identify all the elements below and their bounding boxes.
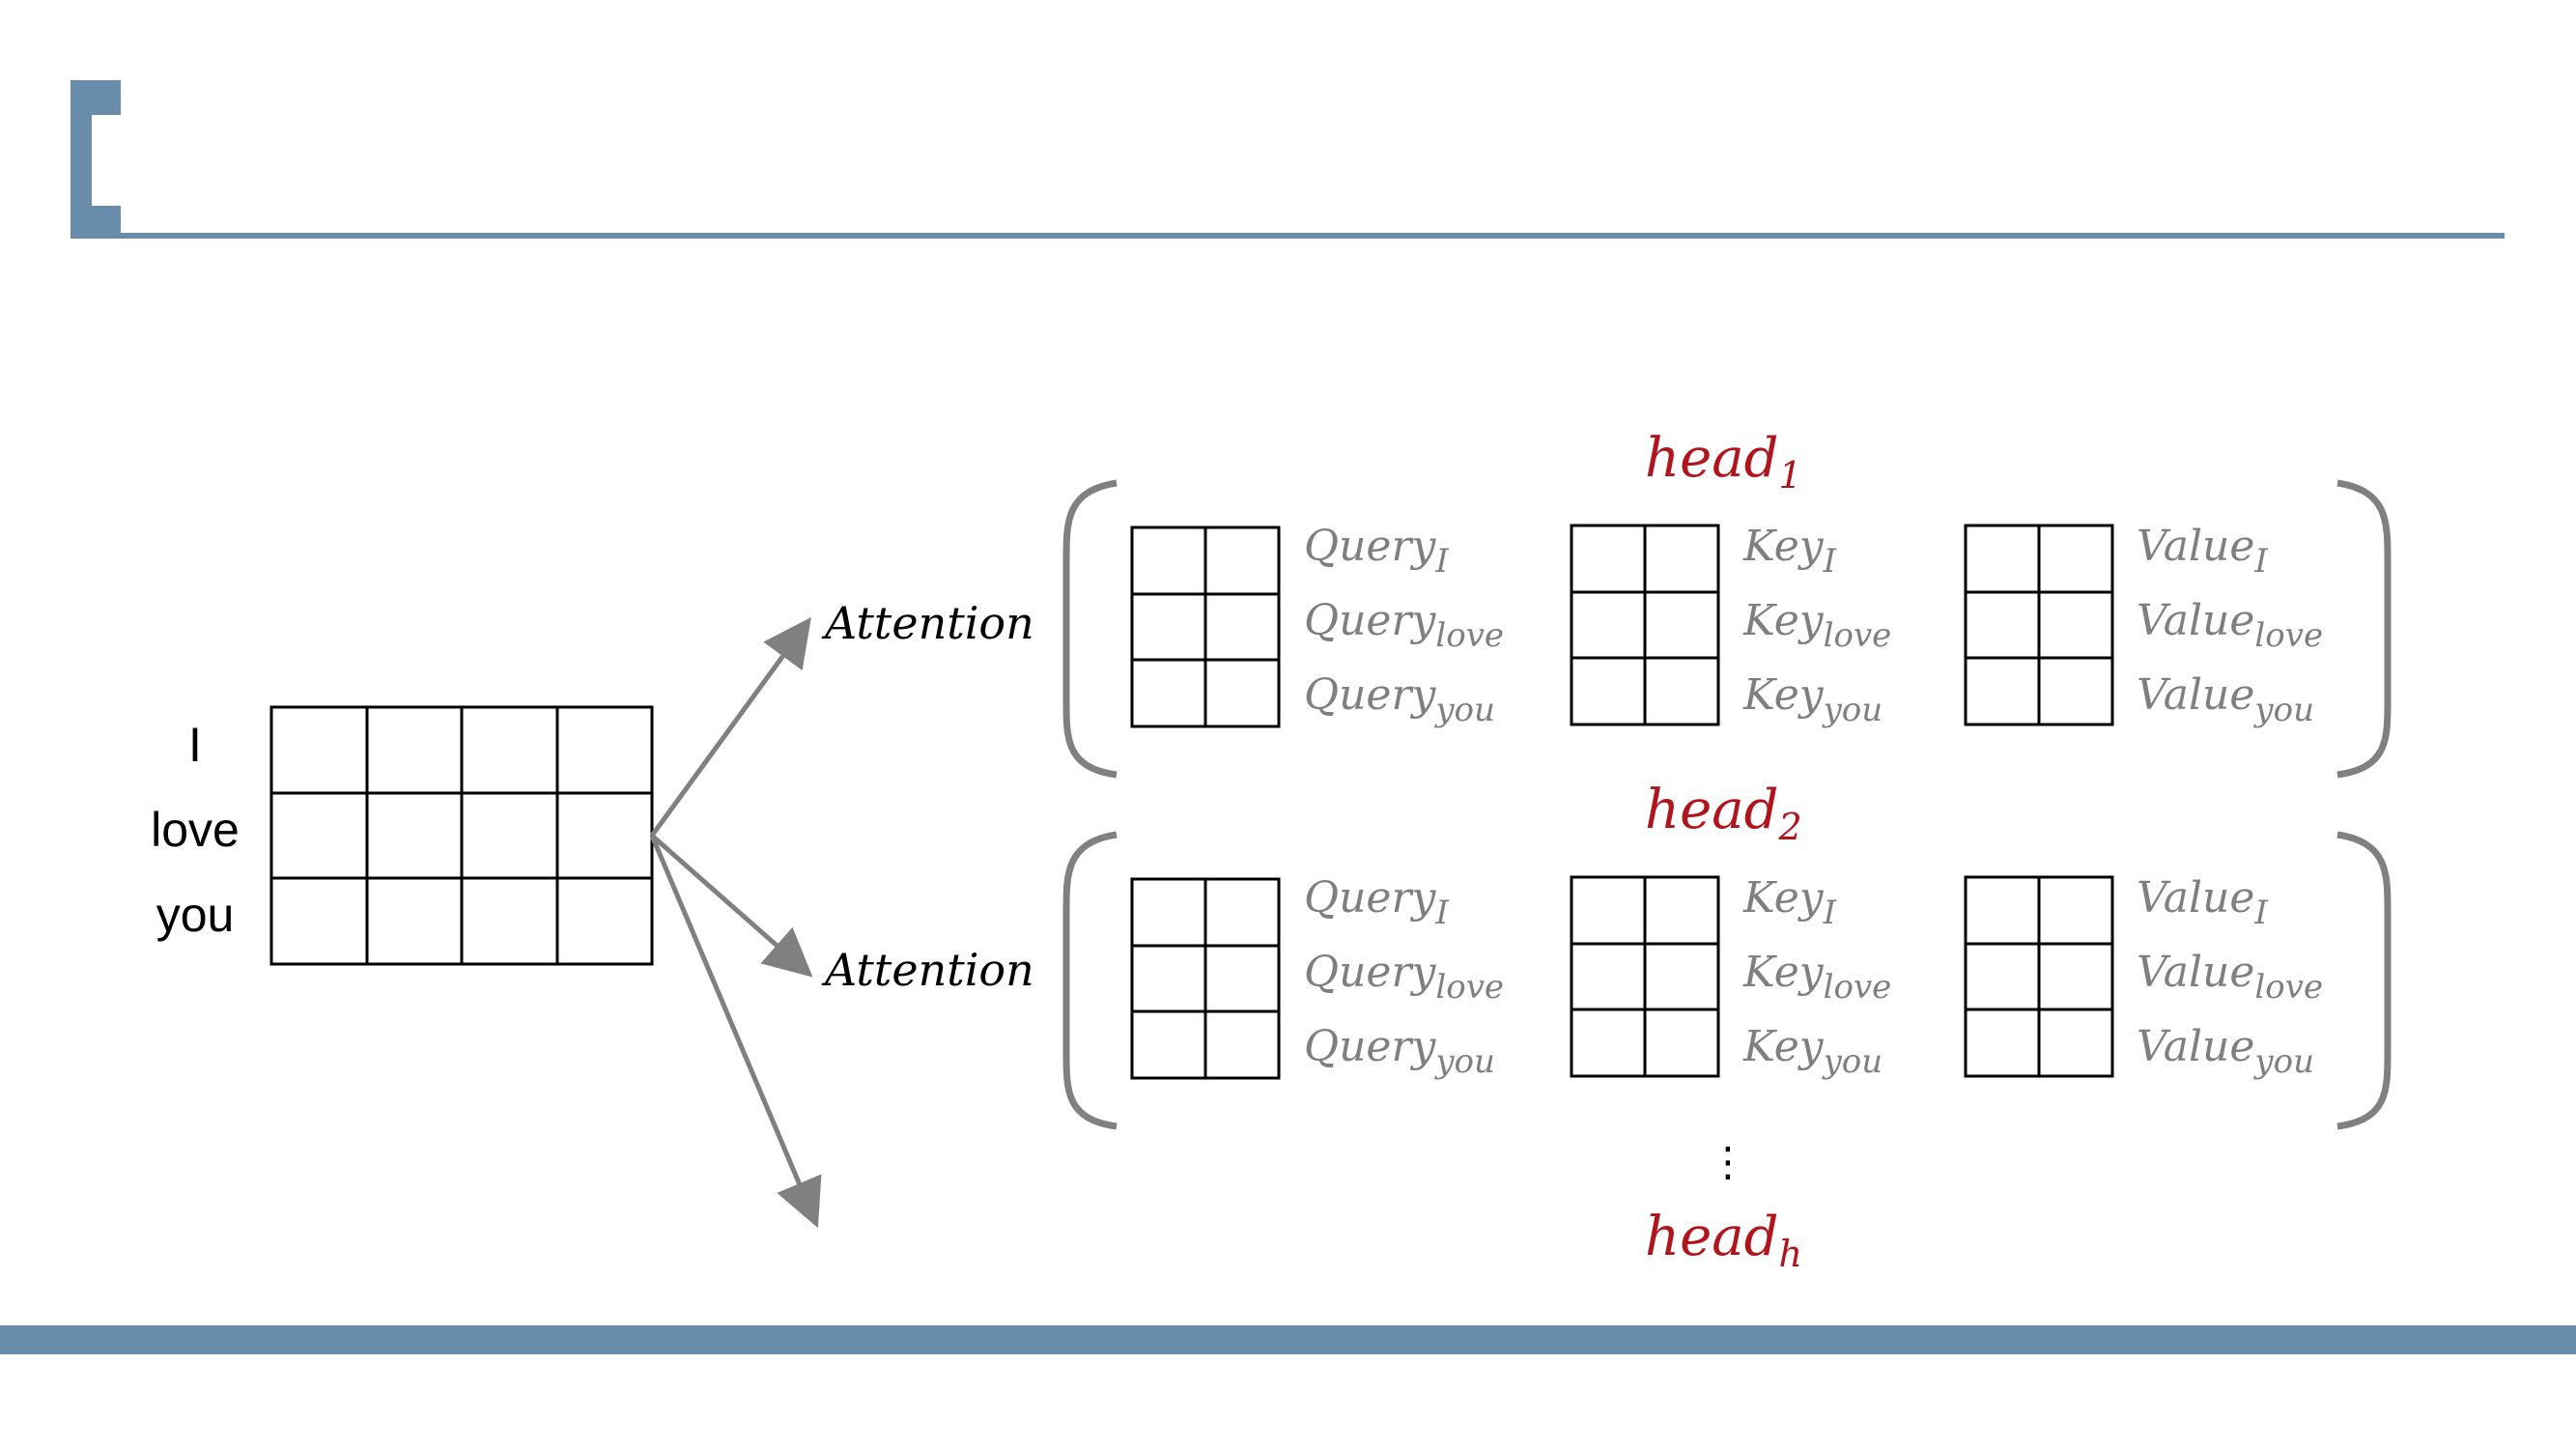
head-1-key-label-you: Keyyou [1743,670,1883,729]
head-1-key-label-love: Keylove [1743,596,1892,655]
input-matrix [269,705,654,966]
arrow-to-head-h [649,835,822,1229]
input-word-i: I [188,718,202,772]
arrow-to-head-1 [649,616,811,838]
head-1-key-label-i: KeyI [1743,522,1837,581]
head-h-title: headh [1645,1206,1802,1275]
head-1-query-label-love: Querylove [1304,596,1505,655]
head-2-key-label-love: Keylove [1743,948,1892,1007]
head-2-title: head2 [1645,779,1802,848]
input-word-love: love [151,803,240,857]
head-1-query-label-i: QueryI [1304,522,1449,581]
head-1-brackets [1062,479,2392,779]
head-2-value-matrix [1964,875,2114,1078]
attention-label-2: Attention [825,944,1034,996]
head-1-value-label-love: Valuelove [2137,596,2324,655]
input-word-you: you [156,888,235,942]
head-1-title: head1 [1645,427,1802,497]
head-2-key-label-i: KeyI [1743,873,1837,932]
arrow-to-head-2 [650,834,813,978]
title-underline [71,233,2505,239]
head-1-query-matrix [1130,526,1281,728]
head-2-brackets [1062,831,2392,1130]
head-1-query-label-you: Queryyou [1304,670,1495,729]
head-2-query-label-you: Queryyou [1304,1022,1495,1081]
head-2-query-matrix [1130,877,1281,1080]
ellipsis: ⋮ [1708,1138,1748,1185]
head-1-value-label-you: Valueyou [2137,670,2314,729]
title-bracket-top [71,80,121,115]
head-2-value-label-love: Valuelove [2137,948,2324,1007]
attention-label-1: Attention [825,597,1034,649]
head-1-key-matrix [1570,524,1720,726]
head-1-value-matrix [1964,524,2114,726]
head-2-key-label-you: Keyyou [1743,1022,1883,1081]
footer-band [0,1325,2576,1354]
head-2-key-matrix [1570,875,1720,1078]
head-2-value-label-you: Valueyou [2137,1022,2314,1081]
title-bracket-vertical [71,80,92,239]
head-2-query-label-i: QueryI [1304,873,1449,932]
head-2-query-label-love: Querylove [1304,948,1505,1007]
split-arrows [649,616,822,1229]
head-1-value-label-i: ValueI [2137,522,2268,581]
head-2-value-label-i: ValueI [2137,873,2268,932]
